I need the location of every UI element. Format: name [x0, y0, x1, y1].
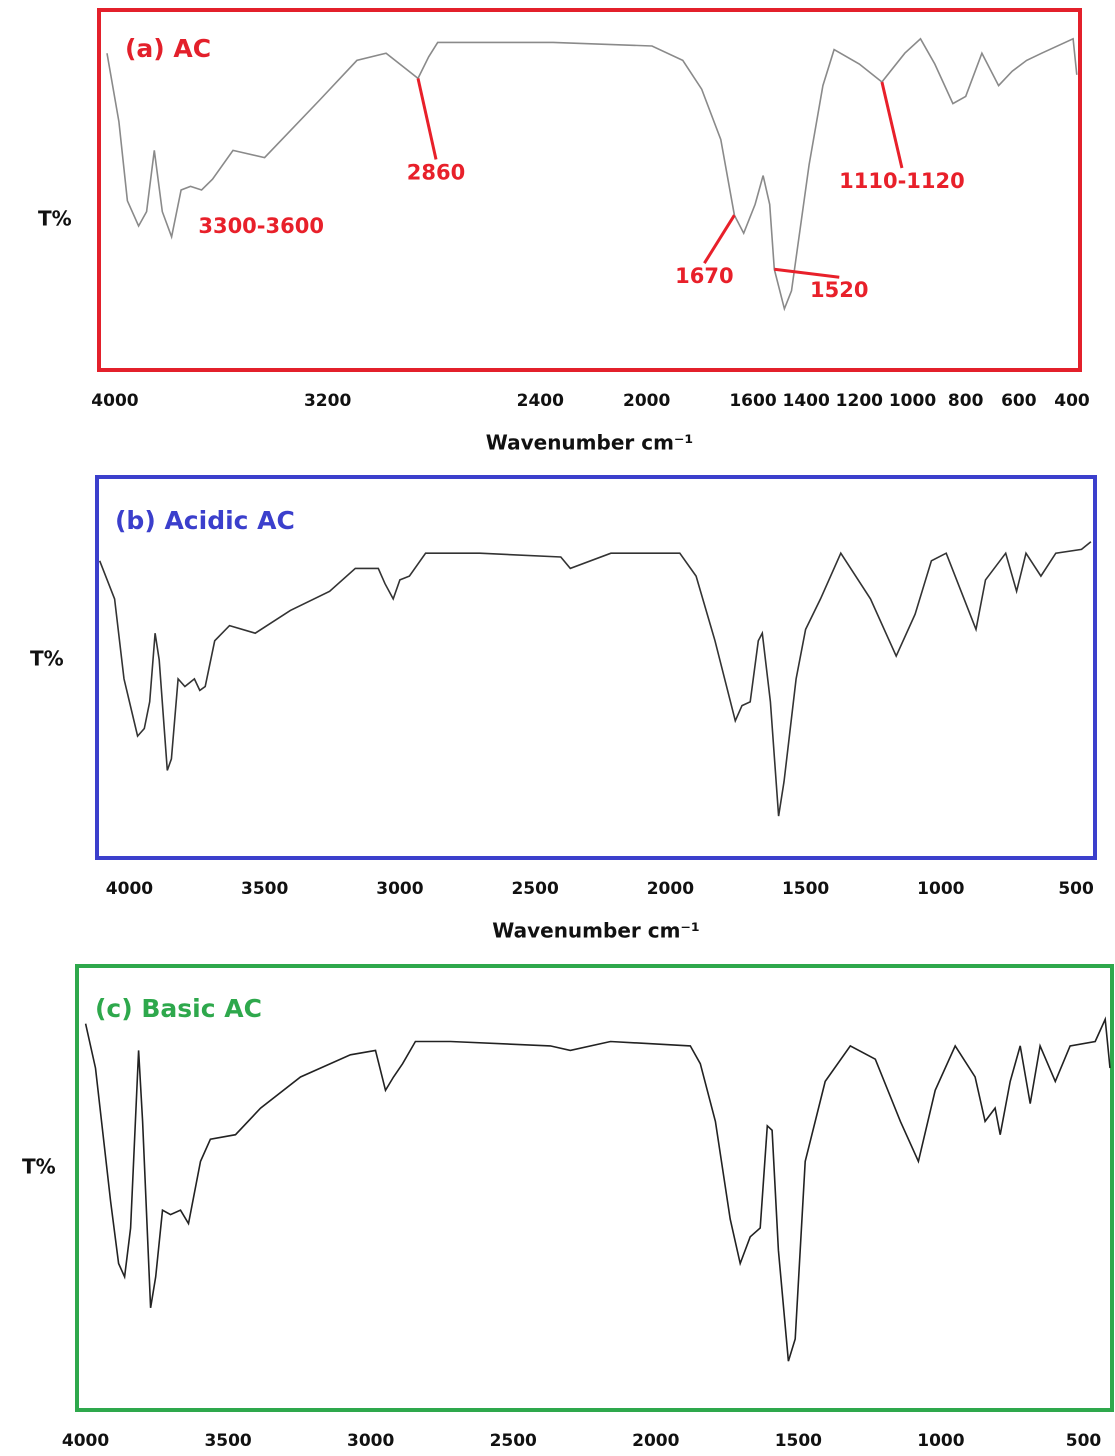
x-axis-label: Wavenumber cm⁻¹: [486, 431, 693, 455]
x-axis-label: Wavenumber cm⁻¹: [492, 919, 699, 943]
chart-panel: (b) Acidic AC T% 4000 3500 3000 2500 2000 1500 1…: [30, 475, 1097, 943]
x-tick-label: 1000: [917, 1431, 964, 1451]
annotation-label: 1110-1120: [839, 169, 965, 193]
x-tick-label: 2000: [623, 391, 670, 411]
chart-panel: (a) AC T% 4000 3200 2400 2000 1600 1400 1200 1000…: [38, 8, 1090, 455]
panel-title: (a) AC: [125, 34, 211, 63]
annotation-label: 1520: [810, 278, 868, 302]
annotation-label: 3300-3600: [198, 214, 324, 238]
panel-frame: [75, 964, 1114, 1412]
panel-frame: [97, 8, 1082, 372]
x-tick-label: 4000: [91, 391, 138, 411]
x-tick-label: 500: [1058, 879, 1094, 899]
spectrum-line: [98, 541, 1092, 817]
x-tick-label: 1600: [729, 391, 776, 411]
x-tick-label: 1000: [917, 879, 964, 899]
y-axis-label: T%: [38, 207, 72, 231]
x-tick-label: 2000: [632, 1431, 679, 1451]
x-tick-label: 2000: [647, 879, 694, 899]
x-tick-label: 3000: [376, 879, 423, 899]
x-tick-label: 1000: [889, 391, 936, 411]
annotation-leader: [774, 267, 840, 279]
x-tick-label: 600: [1001, 391, 1037, 411]
panel-title: (c) Basic AC: [95, 994, 262, 1023]
x-tick-label: 3500: [204, 1431, 251, 1451]
spectrum-line: [106, 37, 1078, 312]
spectrum-line: [84, 1016, 1111, 1362]
x-tick-label: 1200: [836, 391, 883, 411]
x-tick-label: 3200: [304, 391, 351, 411]
x-tick-label: 400: [1054, 391, 1090, 411]
annotation-leader: [416, 78, 438, 160]
annotation-leader: [703, 214, 736, 264]
y-axis-label: T%: [30, 647, 64, 671]
x-tick-label: 1500: [775, 1431, 822, 1451]
annotation-label: 1670: [675, 264, 733, 288]
x-tick-label: 2400: [517, 391, 564, 411]
x-tick-label: 2500: [511, 879, 558, 899]
x-tick-label: 4000: [62, 1431, 109, 1451]
x-tick-label: 1500: [782, 879, 829, 899]
panel-frame: [95, 475, 1097, 860]
annotation-label: 2860: [407, 160, 465, 184]
annotation-leader: [880, 81, 904, 169]
x-tick-label: 3000: [347, 1431, 394, 1451]
x-tick-label: 3500: [241, 879, 288, 899]
x-tick-label: 500: [1066, 1431, 1102, 1451]
chart-panel: (c) Basic AC T% 4000 3500 3000 2500 2000 1500 10…: [22, 964, 1114, 1451]
x-tick-label: 2500: [490, 1431, 537, 1451]
x-tick-label: 4000: [106, 879, 153, 899]
x-tick-label: 1400: [783, 391, 830, 411]
x-tick-label: 800: [948, 391, 984, 411]
y-axis-label: T%: [22, 1155, 56, 1179]
panel-title: (b) Acidic AC: [115, 506, 295, 535]
